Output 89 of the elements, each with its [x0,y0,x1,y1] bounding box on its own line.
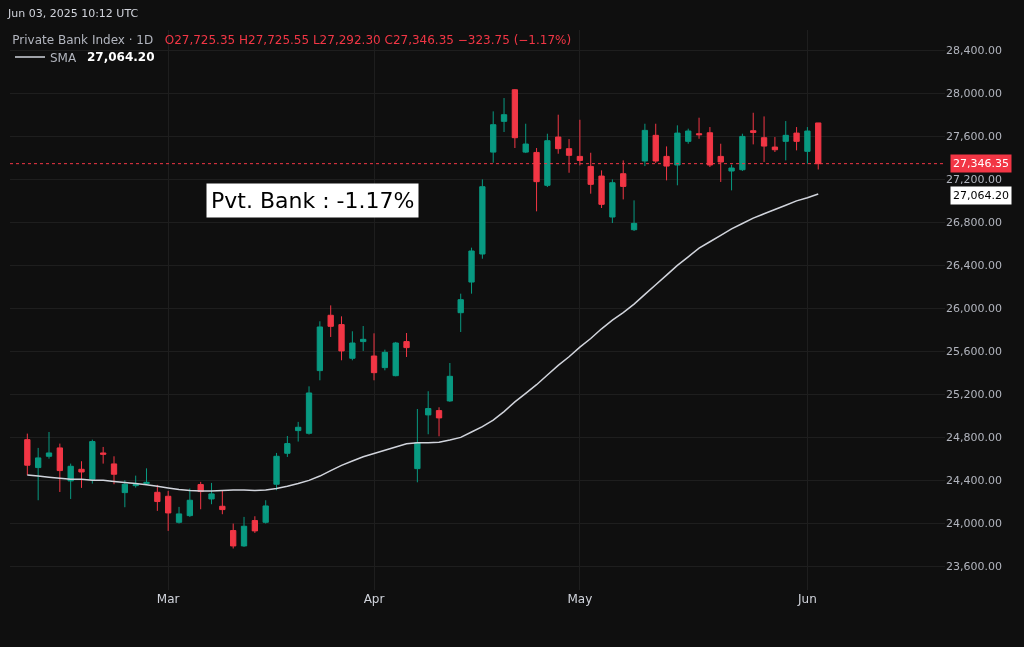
x-tick-label: Jun [797,592,817,606]
candlestick [641,123,649,167]
candlestick [435,406,443,437]
candlestick [316,320,324,381]
candlestick [349,330,356,361]
candlestick [121,479,128,508]
y-tick-label: 23,600.00 [946,560,1002,574]
candlestick [78,460,85,489]
candlestick [24,433,31,476]
candlestick [251,515,259,534]
candlestick [338,315,345,361]
candlestick [240,516,248,548]
candlestick [165,490,172,532]
candlestick [110,455,118,485]
candlestick [500,97,508,133]
candlestick [273,452,280,491]
candlestick [490,110,497,164]
legend-label: SMA [50,50,77,65]
candlestick [132,475,139,489]
candlestick [793,126,800,151]
candlestick [479,178,486,260]
candlestick [804,126,811,165]
candlestick [414,408,421,483]
candlestick [370,332,378,381]
y-tick-label: 27,200.00 [946,173,1002,187]
chart-subtitle: O27,725.35 H27,725.55 L27,292.30 C27,346.35 −323.75 (−1.17%) [164,33,572,48]
candlestick [89,439,96,485]
text: 27,064.20 [953,189,1009,202]
candlestick [327,304,334,338]
candlestick [305,385,313,436]
candlestick [208,482,215,505]
candlestick [186,488,193,518]
candlestick [739,133,746,172]
candlestick [143,467,150,485]
candlestick [555,114,562,155]
candlestick [609,178,616,224]
candlestick [674,124,681,186]
candlestick [403,332,410,358]
y-tick-label: 24,000.00 [946,517,1002,531]
candlestick [598,169,605,209]
y-tick-label: 26,000.00 [946,302,1002,316]
candlestick [457,293,464,333]
y-tick-label: 24,400.00 [946,474,1002,488]
y-tick-label: 28,000.00 [946,87,1002,101]
candlestick [154,484,161,512]
candlestick [175,506,183,525]
candlestick [630,199,638,232]
candlestick [425,390,432,435]
y-tick-label: 24,800.00 [946,431,1002,445]
y-tick-label: 26,800.00 [946,216,1002,230]
candlestick [782,120,789,161]
candlestick [35,447,42,501]
candlestick [468,247,475,295]
y-tick-label: 27,600.00 [946,130,1002,144]
y-tick-label: 26,400.00 [946,259,1002,273]
x-tick-label: Mar [156,592,180,606]
annotation: 27,064.20 [87,50,155,64]
candlestick [56,443,63,493]
candlestick [262,499,269,525]
candlestick [284,435,291,458]
candlestick [511,88,519,149]
candlestick [67,463,74,500]
text: Jun 03, 2025 10:12 UTC [7,7,139,20]
x-tick-label: Apr [363,592,385,606]
y-tick-label: 28,400.00 [946,44,1002,58]
candlestick [446,362,454,403]
candlestick [728,164,735,191]
candlestick [750,112,757,145]
candlestick [219,489,226,515]
candlestick [100,446,107,465]
candlestick [771,136,779,153]
line-series [26,193,819,492]
candlestick [760,115,768,163]
y-tick-label: 25,200.00 [946,388,1002,402]
candlestick [695,117,703,140]
candlestick [381,349,389,371]
candlestick [45,431,53,460]
candlestick [685,128,692,145]
candlestick [360,325,367,352]
y-tick-label: 25,600.00 [946,345,1002,359]
x-tick-label: May [567,592,593,606]
candlestick [230,523,237,550]
candlestick [522,123,529,154]
annotation: Pvt. Bank : -1.17% [211,188,415,213]
chart-title: Private Bank Index · 1D [12,33,154,48]
candlestick [392,341,399,377]
candlestick [295,421,302,443]
ref-line-label: 27,346.35 [953,157,1009,170]
candlestick [544,133,551,188]
